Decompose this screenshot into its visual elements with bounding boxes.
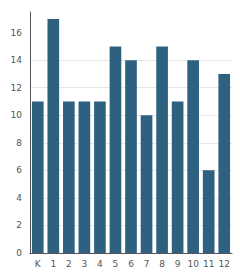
- svg-text:12: 12: [219, 259, 230, 269]
- svg-text:14: 14: [11, 55, 23, 65]
- svg-text:2: 2: [16, 220, 22, 230]
- svg-text:4: 4: [97, 259, 103, 269]
- svg-text:2: 2: [66, 259, 72, 269]
- svg-text:3: 3: [82, 259, 88, 269]
- svg-text:1: 1: [50, 259, 56, 269]
- svg-text:5: 5: [113, 259, 119, 269]
- svg-text:0: 0: [16, 248, 22, 258]
- svg-text:11: 11: [203, 259, 214, 269]
- svg-text:10: 10: [11, 110, 23, 120]
- svg-text:8: 8: [16, 138, 22, 148]
- svg-text:10: 10: [187, 259, 199, 269]
- svg-text:12: 12: [11, 83, 22, 93]
- svg-text:16: 16: [11, 28, 23, 38]
- svg-text:6: 6: [16, 165, 22, 175]
- svg-text:8: 8: [159, 259, 165, 269]
- svg-text:7: 7: [144, 259, 150, 269]
- svg-text:4: 4: [16, 193, 22, 203]
- svg-text:K: K: [35, 259, 42, 269]
- svg-text:9: 9: [175, 259, 181, 269]
- svg-text:6: 6: [128, 259, 134, 269]
